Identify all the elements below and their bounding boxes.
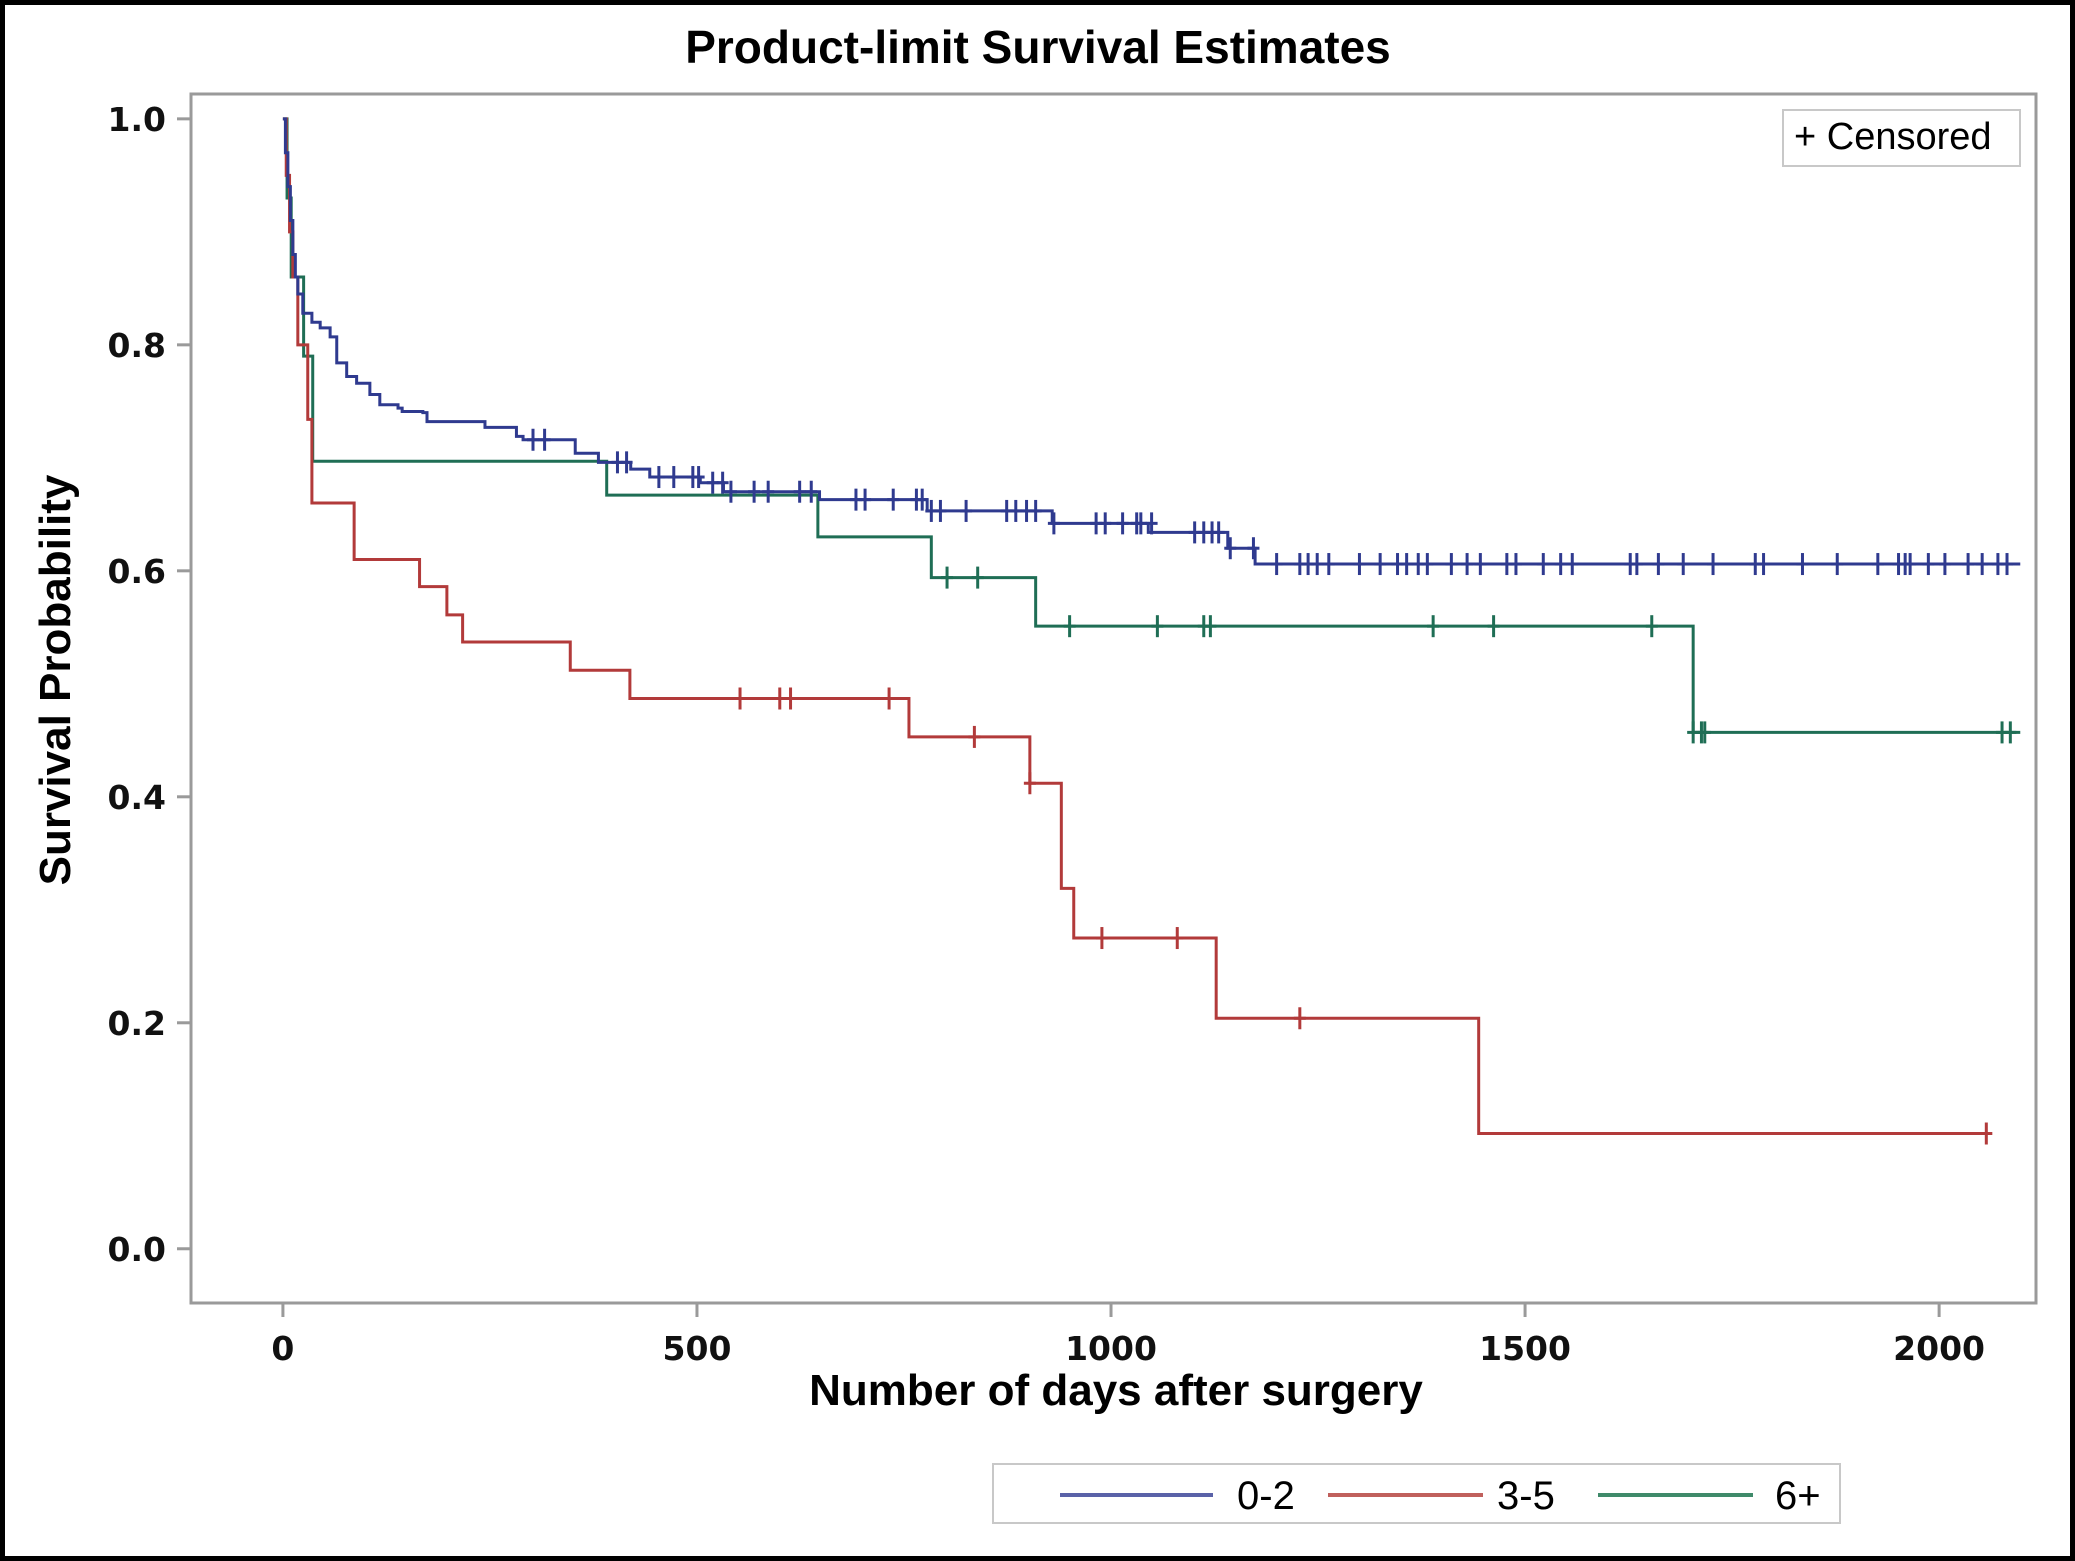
series-layer bbox=[282, 117, 2021, 1145]
x-tick-label: 1000 bbox=[1065, 1329, 1157, 1368]
y-tick-label: 0.4 bbox=[108, 778, 166, 817]
y-tick-label: 1.0 bbox=[108, 100, 166, 139]
x-tick-label: 1500 bbox=[1479, 1329, 1571, 1368]
legend-item-6+: 6+ bbox=[1598, 1474, 1821, 1518]
censored-legend-label: + Censored bbox=[1794, 116, 1992, 158]
series-3-5 bbox=[282, 117, 1993, 1145]
x-axis-label: Number of days after surgery bbox=[809, 1366, 1423, 1415]
y-axis-label: Survival Probability bbox=[31, 474, 80, 885]
censored-legend: + Censored bbox=[1782, 109, 2021, 167]
series-legend: 0-2 3-5 6+ bbox=[992, 1463, 1841, 1524]
y-tick-label: 0.0 bbox=[108, 1230, 166, 1269]
chart-title: Product-limit Survival Estimates bbox=[685, 21, 1391, 73]
y-axis: 0.0 0.2 0.4 0.6 0.8 1.0 bbox=[108, 100, 191, 1269]
x-tick-label: 2000 bbox=[1893, 1329, 1985, 1368]
legend-item-3-5: 3-5 bbox=[1328, 1474, 1555, 1518]
x-axis: 0 500 1000 1500 2000 bbox=[271, 1303, 1985, 1368]
plot-area bbox=[189, 92, 2038, 1305]
legend-label: 0-2 bbox=[1237, 1474, 1295, 1518]
censored-legend-box bbox=[1782, 109, 2021, 167]
survival-curve-3-5 bbox=[282, 117, 1987, 1136]
y-tick-label: 0.6 bbox=[108, 552, 166, 591]
legend-label: 6+ bbox=[1775, 1474, 1821, 1518]
y-tick-label: 0.8 bbox=[108, 326, 166, 365]
series-0-2 bbox=[282, 117, 2021, 576]
x-tick-label: 0 bbox=[271, 1329, 294, 1368]
x-tick-label: 500 bbox=[663, 1329, 732, 1368]
y-tick-label: 0.2 bbox=[108, 1004, 166, 1043]
survival-curve-0-2 bbox=[282, 117, 2021, 566]
legend-item-0-2: 0-2 bbox=[1060, 1474, 1295, 1518]
legend-label: 3-5 bbox=[1497, 1474, 1555, 1518]
